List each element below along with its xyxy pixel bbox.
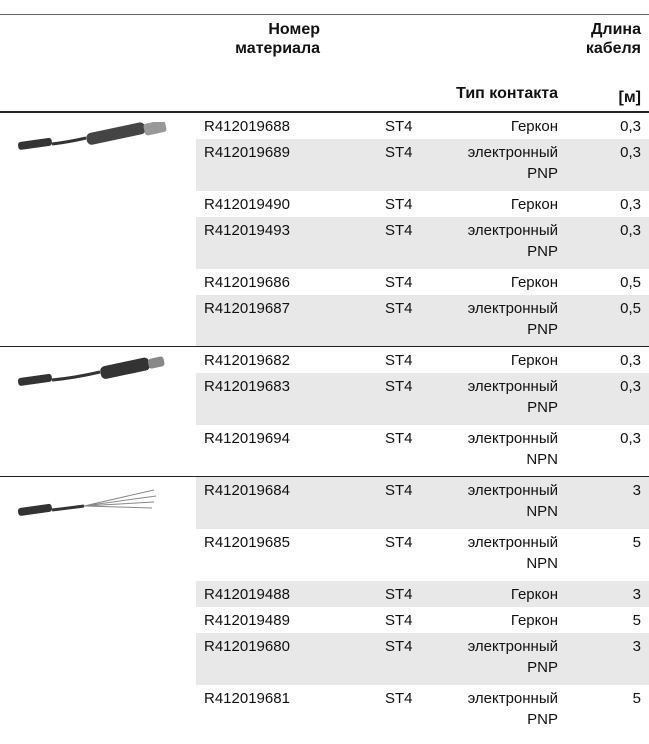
cable-length: 0,3 (620, 378, 641, 395)
contact-type: Геркон (510, 274, 558, 291)
cable-length: 5 (632, 690, 641, 707)
contact-type: электронный PNP (467, 638, 558, 676)
header-unit: [м] (618, 89, 642, 106)
contact-type: электронный NPN (467, 430, 558, 468)
connector: ST4 (385, 118, 413, 135)
contact-type: Геркон (510, 352, 558, 369)
connector: ST4 (385, 638, 413, 655)
connector: ST4 (385, 196, 413, 213)
row-shade (196, 477, 649, 529)
row-shade (196, 217, 649, 269)
header-material: Номер материала (235, 21, 320, 57)
cable-length: 5 (632, 612, 641, 629)
contact-type: электронный NPN (467, 534, 558, 572)
contact-type: Геркон (510, 612, 558, 629)
top-rule (0, 14, 649, 15)
cable-length: 0,3 (620, 430, 641, 447)
material-number: R412019689 (204, 144, 290, 161)
cable-length: 0,3 (620, 118, 641, 135)
contact-type: электронный PNP (467, 144, 558, 182)
connector: ST4 (385, 482, 413, 499)
material-number: R412019683 (204, 378, 290, 395)
header-type: Тип контакта (456, 85, 558, 102)
contact-type: электронный PNP (467, 690, 558, 728)
row-shade (196, 633, 649, 685)
material-number: R412019489 (204, 612, 290, 629)
contact-type: электронный PNP (467, 300, 558, 338)
contact-type: Геркон (510, 196, 558, 213)
material-number: R412019688 (204, 118, 290, 135)
cable-length: 3 (632, 482, 641, 499)
cable-length: 3 (632, 586, 641, 603)
cable-length: 0,5 (620, 274, 641, 291)
material-number: R412019687 (204, 300, 290, 317)
header-rule (0, 111, 649, 113)
material-number: R412019685 (204, 534, 290, 551)
row-shade (196, 581, 649, 607)
cable-length: 0,3 (620, 144, 641, 161)
connector: ST4 (385, 586, 413, 603)
contact-type: Геркон (510, 118, 558, 135)
material-number: R412019684 (204, 482, 290, 499)
sensor-image (17, 489, 157, 516)
contact-type: электронный PNP (467, 222, 558, 260)
connector: ST4 (385, 690, 413, 707)
material-number: R412019694 (204, 430, 290, 447)
material-number: R412019680 (204, 638, 290, 655)
cable-length: 3 (632, 638, 641, 655)
connector: ST4 (385, 274, 413, 291)
sensor-image (17, 122, 167, 150)
connector: ST4 (385, 612, 413, 629)
sensor-image (17, 356, 165, 386)
material-number: R412019686 (204, 274, 290, 291)
connector: ST4 (385, 144, 413, 161)
material-number: R412019493 (204, 222, 290, 239)
material-number: R412019682 (204, 352, 290, 369)
material-number: R412019488 (204, 586, 290, 603)
material-number: R412019681 (204, 690, 290, 707)
material-number: R412019490 (204, 196, 290, 213)
cable-length: 0,3 (620, 222, 641, 239)
cable-length: 0,3 (620, 196, 641, 213)
row-shade (196, 373, 649, 425)
row-shade (196, 295, 649, 347)
group-rule (0, 476, 649, 477)
contact-type: электронный PNP (467, 378, 558, 416)
connector: ST4 (385, 430, 413, 447)
connector: ST4 (385, 222, 413, 239)
cable-length: 0,3 (620, 352, 641, 369)
connector: ST4 (385, 352, 413, 369)
cable-length: 5 (632, 534, 641, 551)
contact-type: электронный NPN (467, 482, 558, 520)
connector: ST4 (385, 300, 413, 317)
connector: ST4 (385, 378, 413, 395)
cable-length: 0,5 (620, 300, 641, 317)
group-rule (0, 346, 649, 347)
contact-type: Геркон (510, 586, 558, 603)
header-length: Длина кабеля (585, 21, 641, 57)
connector: ST4 (385, 534, 413, 551)
row-shade (196, 139, 649, 191)
